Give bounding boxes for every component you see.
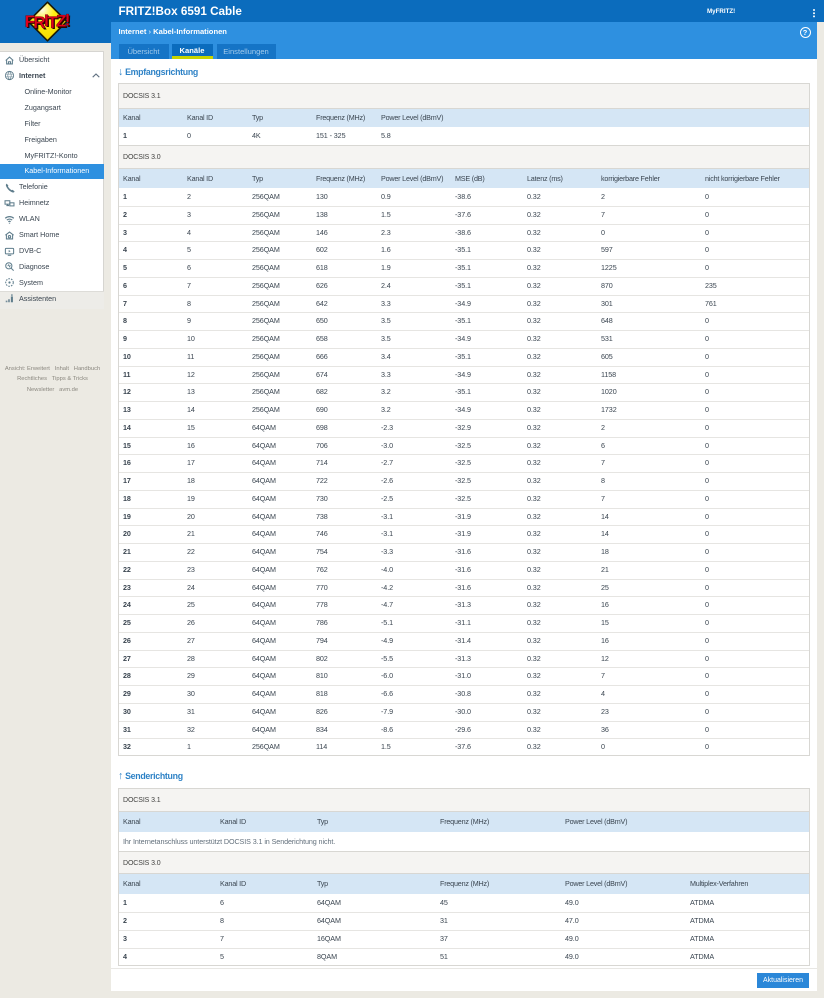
svg-text:FRITZ!: FRITZ!	[26, 12, 71, 34]
svg-text:FRITZ!: FRITZ!	[25, 11, 70, 33]
